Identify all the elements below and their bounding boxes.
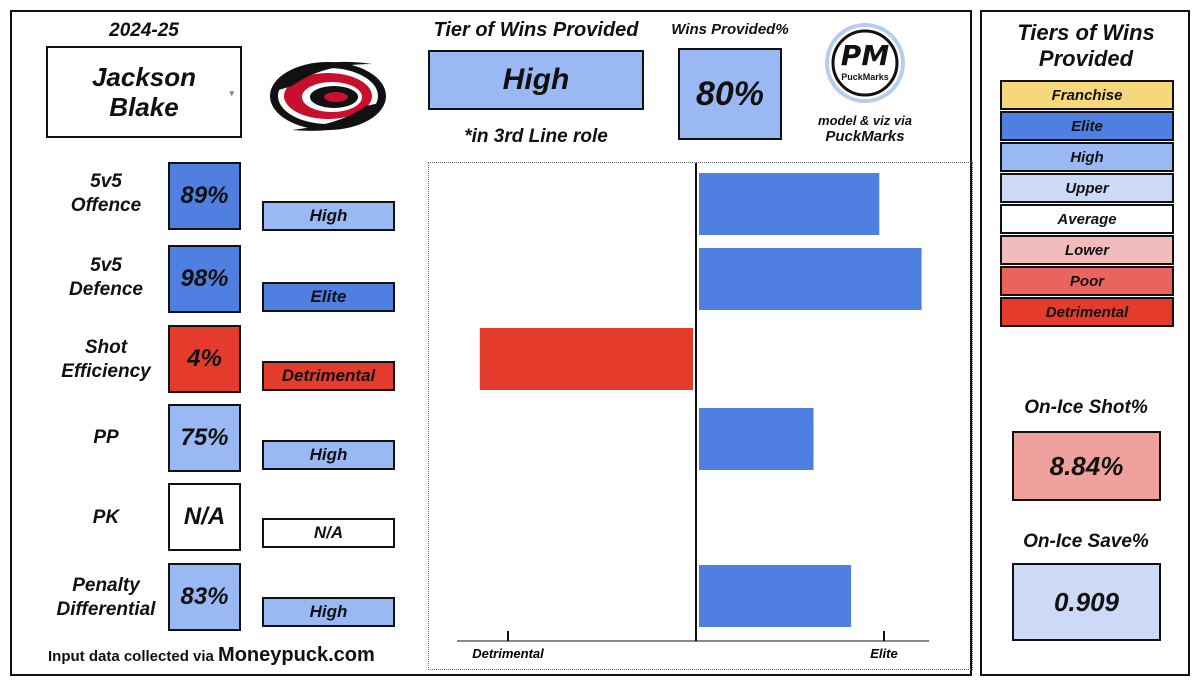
metric-percentile: 89% <box>168 162 241 230</box>
legend-item: Average <box>1000 204 1174 234</box>
metric-label: 5v5 Defence <box>69 255 143 300</box>
metric-percentile: 83% <box>168 563 241 631</box>
onice-shot-title: On-Ice Shot% <box>1024 397 1148 418</box>
metric-label: PK <box>92 507 120 528</box>
legend-item: Detrimental <box>1000 297 1174 327</box>
chart-bar <box>699 408 814 470</box>
metric-tier: High <box>262 597 395 627</box>
metric-label: PP <box>93 427 119 448</box>
metric-percentile: 98% <box>168 245 241 313</box>
chart-bar <box>699 173 880 235</box>
onice-save-title: On-Ice Save% <box>1023 531 1149 552</box>
legend-item: Lower <box>1000 235 1174 265</box>
wins-provided-title: Wins Provided% <box>671 20 789 38</box>
metric-percentile: 4% <box>168 325 241 393</box>
chart-x-tick-label: Detrimental <box>472 646 544 661</box>
data-source-link[interactable]: Moneypuck.com <box>218 644 375 666</box>
puckmarks-logo: PM PuckMarks <box>824 22 906 104</box>
legend-panel <box>980 10 1190 676</box>
wins-bar-chart: Detrimental Elite <box>428 162 973 670</box>
chart-bar <box>699 565 852 627</box>
metric-tier: High <box>262 440 395 470</box>
onice-save-box: 0.909 <box>1012 563 1161 641</box>
metric-label: Shot Efficiency <box>61 337 151 382</box>
metric-tier: Elite <box>262 282 395 312</box>
metric-label: 5v5 Offence <box>70 171 142 216</box>
chevron-down-icon: ▾ <box>229 88 234 98</box>
legend-item: Franchise <box>1000 80 1174 110</box>
tier-title: Tier of Wins Provided <box>433 18 639 41</box>
player-select[interactable]: Jackson Blake ▾ <box>46 46 242 138</box>
main-panel <box>10 10 972 676</box>
data-source-footer: Input data collected via Moneypuck.com <box>48 644 408 672</box>
puckmarks-logo-text: PM <box>840 38 890 72</box>
chart-x-tick-label: Elite <box>870 646 897 661</box>
metric-percentile: 75% <box>168 404 241 472</box>
data-source-prefix: Input data collected via <box>48 648 219 665</box>
tier-value-box: High <box>428 50 644 110</box>
puckmarks-logo-subtext: PuckMarks <box>841 72 889 82</box>
onice-shot-box: 8.84% <box>1012 431 1161 501</box>
legend-item: Poor <box>1000 266 1174 296</box>
metric-percentile: N/A <box>168 483 241 551</box>
season-label: 2024-25 <box>109 20 179 41</box>
metric-tier: Detrimental <box>262 361 395 391</box>
credit-line2: PuckMarks <box>825 127 905 145</box>
credit-line1: model & viz via <box>818 112 912 128</box>
legend-item: Elite <box>1000 111 1174 141</box>
legend-title: Tiers of Wins Provided <box>1017 20 1155 71</box>
chart-bar <box>479 328 693 390</box>
chart-bar <box>699 248 922 310</box>
metric-label: Penalty Differential <box>56 575 156 620</box>
legend-item: Upper <box>1000 173 1174 203</box>
wins-provided-box: 80% <box>678 48 782 140</box>
metric-tier: High <box>262 201 395 231</box>
legend-item: High <box>1000 142 1174 172</box>
metric-tier: N/A <box>262 518 395 548</box>
team-logo <box>262 52 398 136</box>
tier-note: *in 3rd Line role <box>464 126 608 147</box>
player-name: Jackson Blake <box>91 62 197 122</box>
